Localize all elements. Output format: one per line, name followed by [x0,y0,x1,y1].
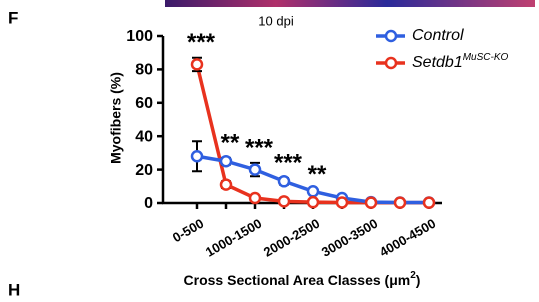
subtitle: 10 dpi [258,13,294,28]
y-tick-label: 60 [135,95,153,112]
legend-name: Control [412,27,464,44]
y-tick-label: 20 [135,162,153,179]
x-tick-label: 0-500 [170,216,206,246]
x-tick-label: 3000-3500 [319,216,380,260]
x-tick-label: 2000-2500 [261,216,322,260]
legend-marker [386,31,396,41]
legend-name: Setdb1 [412,54,463,71]
panel-label: F [8,8,18,27]
y-axis-label: Myofibers (%) [108,72,124,164]
panel-label: H [8,280,20,299]
significance: *** [187,29,216,56]
significance: ** [221,129,240,156]
x-tick-label: 4000-4500 [377,216,438,260]
point [337,197,347,207]
x-axis-label-text: Cross Sectional Area Classes (μm [184,272,411,288]
point [395,198,405,208]
point [366,198,376,208]
point [250,193,260,203]
point [250,165,260,175]
point [279,196,289,206]
significance: ** [308,161,327,188]
figure: F H 10 dpi Myofibers (%) Cross Sectional… [0,0,539,302]
y-tick-label: 80 [135,62,153,79]
y-tick-label: 40 [135,128,153,145]
y-tick-label: 0 [144,195,153,212]
point [279,176,289,186]
x-axis-label-suffix: ) [416,272,421,288]
image-strip [165,0,535,7]
point [221,156,231,166]
legend-label: Setdb1MuSC-KO [412,52,509,72]
significance: *** [245,134,274,161]
legend-label: Control [412,27,464,44]
legend-sup: MuSC-KO [463,52,509,63]
point [308,197,318,207]
significance: *** [274,149,303,176]
point [424,198,434,208]
y-tick-label: 100 [126,28,153,45]
x-tick-label: 1000-1500 [203,216,264,260]
legend-marker [386,58,396,68]
point [192,151,202,161]
point [221,180,231,190]
point [192,59,202,69]
x-axis-label: Cross Sectional Area Classes (μm2) [184,270,421,288]
